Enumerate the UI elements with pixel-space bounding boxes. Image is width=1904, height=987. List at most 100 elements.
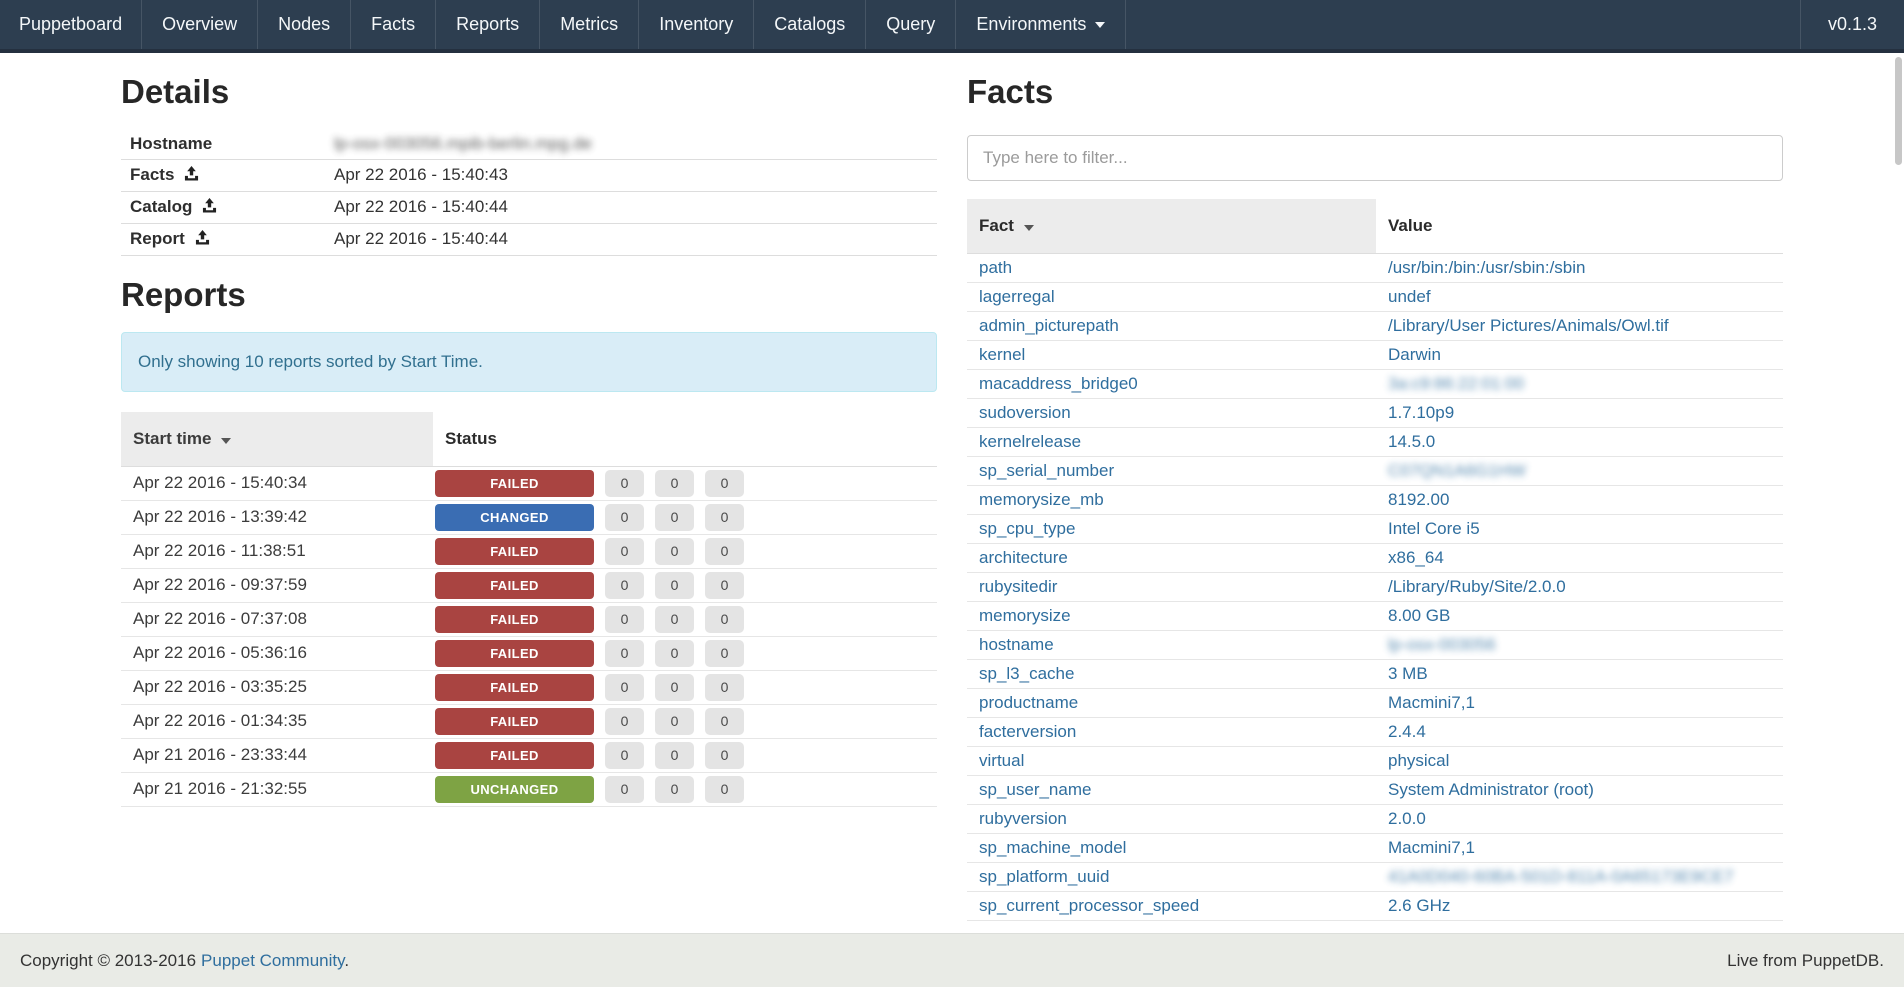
nav-item[interactable]: Catalogs: [754, 0, 867, 49]
fact-name-link[interactable]: kernel: [979, 344, 1026, 364]
fact-value-link[interactable]: 3 MB: [1388, 663, 1428, 683]
fact-name-link[interactable]: path: [979, 257, 1013, 277]
report-count-badge: 0: [655, 775, 694, 803]
fact-value-link[interactable]: 8.00 GB: [1388, 605, 1451, 625]
report-count-badge: 0: [655, 639, 694, 667]
fact-value-link[interactable]: Intel Core i5: [1388, 518, 1480, 538]
fact-name-link[interactable]: memorysize_mb: [979, 489, 1104, 509]
report-row: Apr 22 2016 - 09:37:59 FAILED 0 0 0: [121, 568, 937, 603]
report-count-badge: 0: [705, 673, 744, 701]
nav-item[interactable]: Facts: [351, 0, 437, 49]
nav-item-environments[interactable]: Environments: [956, 0, 1127, 49]
fact-name-link[interactable]: productname: [979, 692, 1079, 712]
fact-value-link[interactable]: undef: [1388, 286, 1431, 306]
chevron-down-icon: [1095, 21, 1106, 28]
fact-value-link[interactable]: 2.4.4: [1388, 721, 1426, 741]
facts-table: Fact Value path /usr/bin:/bin:/usr/sbin:…: [967, 198, 1783, 921]
fact-name-link[interactable]: sp_user_name: [979, 779, 1092, 799]
fact-name-link[interactable]: macaddress_bridge0: [979, 373, 1138, 393]
navbar: Puppetboard Overview Nodes Facts Reports…: [0, 0, 1904, 53]
report-count-badge: 0: [705, 775, 744, 803]
fact-name-link[interactable]: lagerregal: [979, 286, 1055, 306]
details-label: Hostname: [130, 133, 213, 153]
fact-name-link[interactable]: architecture: [979, 547, 1068, 567]
nav-item[interactable]: Inventory: [639, 0, 755, 49]
report-status-badge: FAILED: [435, 639, 594, 667]
fact-value-link[interactable]: 2.0.0: [1388, 808, 1426, 828]
fact-name-link[interactable]: rubysitedir: [979, 576, 1058, 596]
fact-value-link[interactable]: 41A0D040-60BA-501D-811A-0A65173E9CE7: [1388, 866, 1734, 886]
report-start-time: Apr 22 2016 - 15:40:34: [121, 466, 433, 501]
column-header-fact[interactable]: Fact: [967, 198, 1376, 254]
fact-name-link[interactable]: facterversion: [979, 721, 1077, 741]
fact-value-link[interactable]: lp-osx-003056: [1388, 634, 1496, 654]
column-header-value[interactable]: Value: [1376, 198, 1783, 254]
nav-item[interactable]: Nodes: [258, 0, 352, 49]
report-row: Apr 21 2016 - 23:33:44 FAILED 0 0 0: [121, 738, 937, 773]
fact-value-link[interactable]: Macmini7,1: [1388, 692, 1475, 712]
details-label: Catalog: [130, 196, 193, 216]
fact-name-link[interactable]: sp_cpu_type: [979, 518, 1076, 538]
fact-value-link[interactable]: Macmini7,1: [1388, 837, 1475, 857]
fact-name-link[interactable]: memorysize: [979, 605, 1071, 625]
report-count-badge: 0: [605, 469, 644, 497]
fact-value-link[interactable]: physical: [1388, 750, 1450, 770]
fact-row: sp_cpu_type Intel Core i5: [967, 514, 1783, 544]
upload-icon[interactable]: [195, 229, 210, 250]
fact-row: rubyversion 2.0.0: [967, 804, 1783, 834]
puppet-community-link[interactable]: Puppet Community: [201, 950, 345, 970]
nav-item[interactable]: Reports: [436, 0, 541, 49]
scrollbar-thumb[interactable]: [1895, 57, 1902, 165]
facts-filter-input[interactable]: [967, 134, 1783, 181]
nav-item[interactable]: Metrics: [540, 0, 640, 49]
nav-item[interactable]: Query: [866, 0, 957, 49]
upload-icon[interactable]: [202, 197, 217, 218]
fact-value-link[interactable]: Darwin: [1388, 344, 1441, 364]
fact-value-link[interactable]: System Administrator (root): [1388, 779, 1594, 799]
fact-value-link[interactable]: 14.5.0: [1388, 431, 1436, 451]
report-status-cell: FAILED 0 0 0: [433, 466, 937, 501]
details-row: Catalog Apr 22 2016 - 15:40:44: [121, 191, 937, 224]
report-row: Apr 22 2016 - 11:38:51 FAILED 0 0 0: [121, 534, 937, 569]
fact-row: virtual physical: [967, 746, 1783, 776]
column-header-start-time[interactable]: Start time: [121, 411, 433, 467]
report-status-badge: UNCHANGED: [435, 775, 594, 803]
fact-value-link[interactable]: 1.7.10p9: [1388, 402, 1455, 422]
fact-value-link[interactable]: 2.6 GHz: [1388, 895, 1451, 915]
fact-value-link[interactable]: C07QN1A6G1HW: [1388, 460, 1526, 480]
facts-title: Facts: [967, 73, 1054, 110]
fact-row: macaddress_bridge0 3a:c9:86:22:01:00: [967, 369, 1783, 399]
report-status-cell: FAILED 0 0 0: [433, 704, 937, 739]
fact-name-link[interactable]: sp_platform_uuid: [979, 866, 1110, 886]
navbar-brand[interactable]: Puppetboard: [0, 0, 143, 49]
fact-value-link[interactable]: x86_64: [1388, 547, 1444, 567]
report-row: Apr 22 2016 - 07:37:08 FAILED 0 0 0: [121, 602, 937, 637]
fact-name-link[interactable]: rubyversion: [979, 808, 1067, 828]
report-start-time: Apr 21 2016 - 21:32:55: [121, 772, 433, 807]
fact-name-link[interactable]: hostname: [979, 634, 1054, 654]
fact-name-link[interactable]: sp_current_processor_speed: [979, 895, 1200, 915]
upload-icon[interactable]: [184, 165, 199, 186]
fact-name-link[interactable]: sp_machine_model: [979, 837, 1127, 857]
reports-table: Start time Status Apr 22 2016 - 15:40:34…: [121, 411, 937, 807]
report-start-time: Apr 21 2016 - 23:33:44: [121, 738, 433, 773]
fact-value-link[interactable]: /Library/Ruby/Site/2.0.0: [1388, 576, 1566, 596]
fact-value-link[interactable]: /usr/bin:/bin:/usr/sbin:/sbin: [1388, 257, 1586, 277]
report-status-cell: CHANGED 0 0 0: [433, 500, 937, 535]
fact-name-link[interactable]: sp_l3_cache: [979, 663, 1075, 683]
column-header-status[interactable]: Status: [433, 411, 937, 467]
fact-row: lagerregal undef: [967, 282, 1783, 312]
fact-value-link[interactable]: 3a:c9:86:22:01:00: [1388, 373, 1525, 393]
fact-name-link[interactable]: sudoversion: [979, 402, 1071, 422]
fact-name-link[interactable]: virtual: [979, 750, 1025, 770]
fact-value-link[interactable]: /Library/User Pictures/Animals/Owl.tif: [1388, 315, 1669, 335]
report-count-badge: 0: [655, 503, 694, 531]
fact-row: productname Macmini7,1: [967, 688, 1783, 718]
fact-name-link[interactable]: sp_serial_number: [979, 460, 1115, 480]
fact-value-link[interactable]: 8192.00: [1388, 489, 1450, 509]
report-status-cell: FAILED 0 0 0: [433, 670, 937, 705]
scrollbar[interactable]: [1894, 53, 1904, 933]
fact-name-link[interactable]: admin_picturepath: [979, 315, 1119, 335]
nav-item[interactable]: Overview: [142, 0, 259, 49]
fact-name-link[interactable]: kernelrelease: [979, 431, 1082, 451]
